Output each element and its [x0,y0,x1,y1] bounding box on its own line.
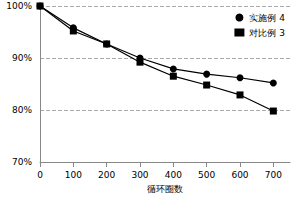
svg-text:80%: 80% [12,105,32,115]
svg-text:70%: 70% [12,157,32,167]
svg-text:对比例 3: 对比例 3 [249,28,285,38]
svg-text:500: 500 [198,170,215,180]
svg-text:100: 100 [65,170,82,180]
svg-text:600: 600 [231,170,248,180]
svg-text:0: 0 [37,170,43,180]
svg-text:400: 400 [165,170,182,180]
svg-text:90%: 90% [12,53,32,63]
svg-text:200: 200 [98,170,115,180]
svg-text:700: 700 [265,170,282,180]
svg-text:循环圈数: 循环圈数 [147,184,183,194]
svg-text:100%: 100% [6,1,32,11]
svg-text:300: 300 [131,170,148,180]
svg-text:实施例 4: 实施例 4 [249,13,285,23]
